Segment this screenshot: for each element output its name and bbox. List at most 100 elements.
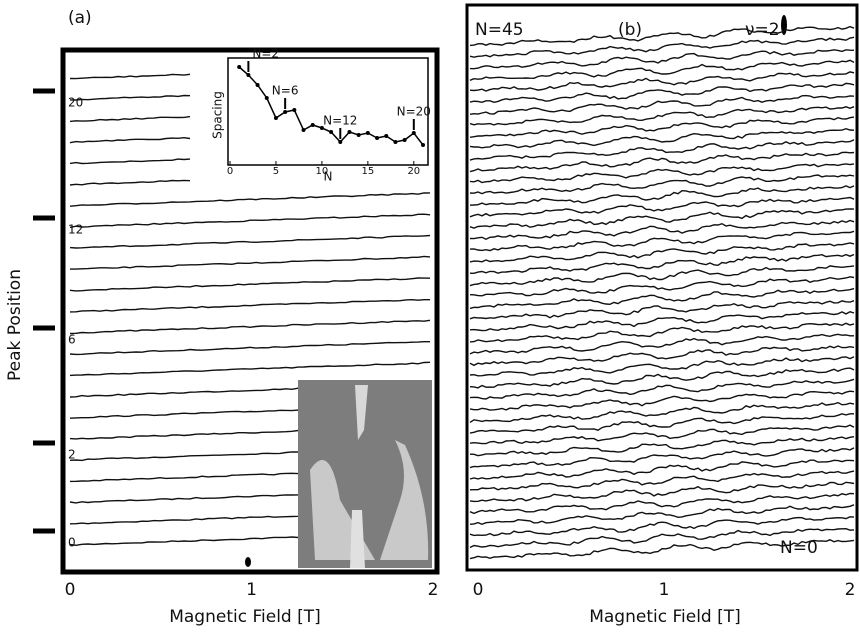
trace [69,361,431,377]
peak-label: 0 [68,536,76,550]
trace [469,49,855,70]
trace [469,127,855,149]
trace [69,136,191,144]
point [283,110,288,114]
trace [469,424,855,445]
trace [469,71,855,92]
point [338,140,343,144]
trace [469,276,855,297]
point [356,133,361,137]
trace [469,196,855,218]
x-tick-label: 2 [428,580,439,600]
trace [69,213,431,229]
point [255,83,260,87]
point [347,130,352,134]
trace [469,185,855,206]
trace [469,94,855,115]
peak-label: 2 [68,448,76,462]
point [421,143,425,147]
trace-label: N=0 [780,538,818,558]
point [329,130,334,134]
inset-frame [227,57,429,166]
x-tick-label: 0 [227,166,233,177]
annotation: N=6 [272,84,299,98]
trace [69,115,191,123]
marker [245,557,251,567]
trace [469,219,855,240]
trace [69,94,191,101]
trace [469,401,855,423]
trace [469,527,855,549]
trace [469,106,855,126]
sem-image [298,380,432,568]
trace [469,378,855,400]
trace [469,151,855,173]
trace [69,298,430,313]
trace [469,436,855,457]
trace [69,192,431,207]
point [246,73,251,77]
trace [469,459,855,480]
peak-label: 6 [68,333,76,347]
trace [469,300,855,320]
panel-label: (a) [68,8,92,28]
trace [469,253,855,275]
x-tick-label: 20 [407,166,420,177]
point [301,128,306,132]
trace [469,265,855,287]
trace [69,277,431,292]
trace [469,447,855,469]
trace [469,36,855,58]
trace [469,333,854,355]
panel-a-frame [60,47,440,575]
trace [469,310,855,332]
peak-label: 12 [68,223,83,237]
trace [469,25,855,47]
point [310,123,315,127]
x-axis-label: N [324,170,333,184]
trace [69,158,191,165]
trace [469,59,855,81]
trace [469,367,855,389]
trace [70,255,431,270]
trace [69,341,430,356]
trace [69,319,431,335]
point [393,140,398,144]
trace [469,516,855,537]
peak-label: 20 [68,96,83,110]
trace [469,139,855,161]
trace [469,413,854,434]
x-axis-label: Magnetic Field [T] [169,607,321,627]
point [375,136,380,140]
trace [469,539,855,560]
trace [469,230,855,252]
trace-label: N=45 [475,20,524,40]
trace [469,504,855,526]
point [237,65,242,69]
point [292,108,297,112]
x-tick-label: 0 [473,580,484,600]
annotation: N=20 [397,105,431,119]
nu-label: ν=2 [745,20,780,40]
x-tick-label: 1 [246,580,257,600]
trace [469,470,855,491]
trace [469,208,855,229]
trace [469,116,855,138]
x-tick-label: 1 [659,580,670,600]
trace [69,73,191,80]
panel-label: (b) [618,20,642,40]
point [365,131,370,135]
trace [469,322,855,343]
y-axis-label: Peak Position [5,269,25,381]
trace [469,356,855,377]
x-tick-label: 15 [361,166,374,177]
x-tick-label: 0 [65,580,76,600]
trace [469,82,855,104]
trace [69,234,431,249]
trace [69,179,191,186]
trace [469,390,855,411]
point [384,134,389,138]
y-axis-label: Spacing [211,91,225,139]
point [264,96,269,100]
